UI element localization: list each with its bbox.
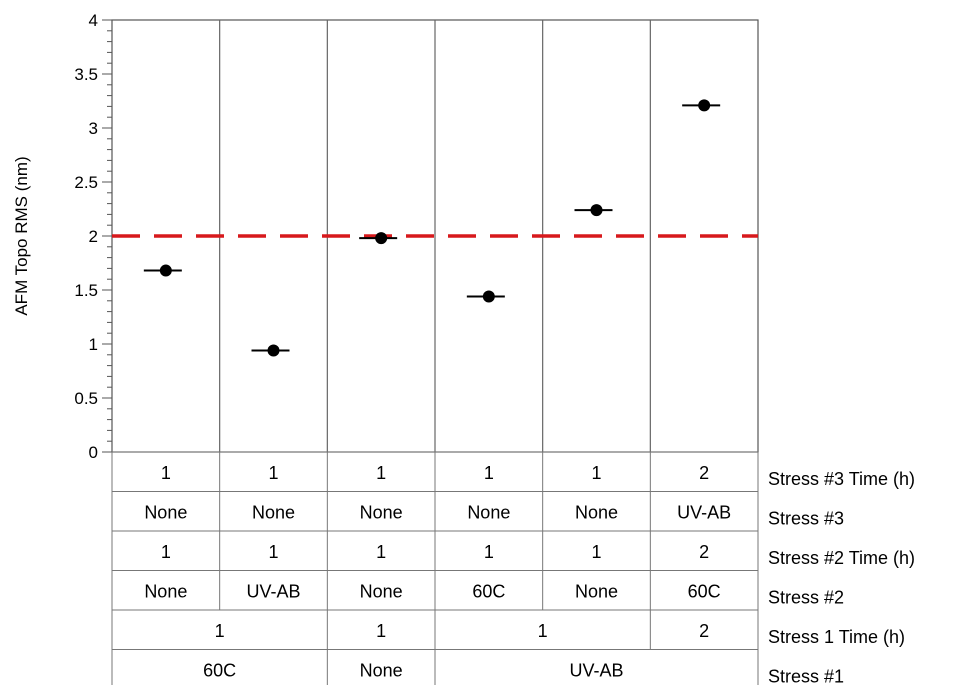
- y-tick-label: 4: [89, 11, 98, 30]
- table-cell: 1: [591, 463, 601, 483]
- data-point: [159, 264, 172, 277]
- table-cell: 1: [376, 621, 386, 641]
- table-cell: None: [360, 581, 403, 601]
- table-cell: 60C: [203, 660, 236, 680]
- y-tick-label: 3: [89, 119, 98, 138]
- table-cell: UV-AB: [246, 581, 300, 601]
- table-cell: 1: [484, 463, 494, 483]
- y-tick-label: 2.5: [74, 173, 98, 192]
- y-axis-label: AFM Topo RMS (nm): [12, 156, 31, 315]
- y-tick-label: 0: [89, 443, 98, 462]
- table-cell: None: [144, 502, 187, 522]
- table-cell: 1: [161, 542, 171, 562]
- factor-label: Stress #2: [768, 587, 844, 607]
- table-cell: UV-AB: [569, 660, 623, 680]
- data-point: [590, 204, 603, 217]
- table-cell: 1: [215, 621, 225, 641]
- factor-label: Stress #1: [768, 666, 844, 685]
- table-cell: 60C: [688, 581, 721, 601]
- table-cell: 1: [538, 621, 548, 641]
- table-cell: None: [467, 502, 510, 522]
- data-point: [375, 232, 388, 245]
- factor-label: Stress #3: [768, 508, 844, 528]
- table-cell: None: [575, 502, 618, 522]
- table-cell: None: [360, 660, 403, 680]
- table-cell: 60C: [472, 581, 505, 601]
- y-tick-label: 1: [89, 335, 98, 354]
- table-cell: None: [575, 581, 618, 601]
- table-cell: None: [360, 502, 403, 522]
- table-cell: 1: [376, 542, 386, 562]
- table-cell: 1: [268, 542, 278, 562]
- data-point: [267, 344, 280, 357]
- factor-label: Stress 1 Time (h): [768, 627, 905, 647]
- table-cell: 2: [699, 542, 709, 562]
- table-cell: 1: [591, 542, 601, 562]
- table-cell: 1: [376, 463, 386, 483]
- y-tick-label: 1.5: [74, 281, 98, 300]
- y-tick-label: 2: [89, 227, 98, 246]
- table-cell: None: [144, 581, 187, 601]
- table-cell: 1: [161, 463, 171, 483]
- table-cell: 2: [699, 463, 709, 483]
- y-tick-label: 3.5: [74, 65, 98, 84]
- data-point: [482, 290, 495, 303]
- y-tick-label: 0.5: [74, 389, 98, 408]
- factor-label: Stress #2 Time (h): [768, 548, 915, 568]
- table-cell: 1: [268, 463, 278, 483]
- table-cell: UV-AB: [677, 502, 731, 522]
- table-cell: 1: [484, 542, 494, 562]
- factor-label: Stress #3 Time (h): [768, 469, 915, 489]
- table-cell: 2: [699, 621, 709, 641]
- table-cell: None: [252, 502, 295, 522]
- data-point: [698, 99, 711, 112]
